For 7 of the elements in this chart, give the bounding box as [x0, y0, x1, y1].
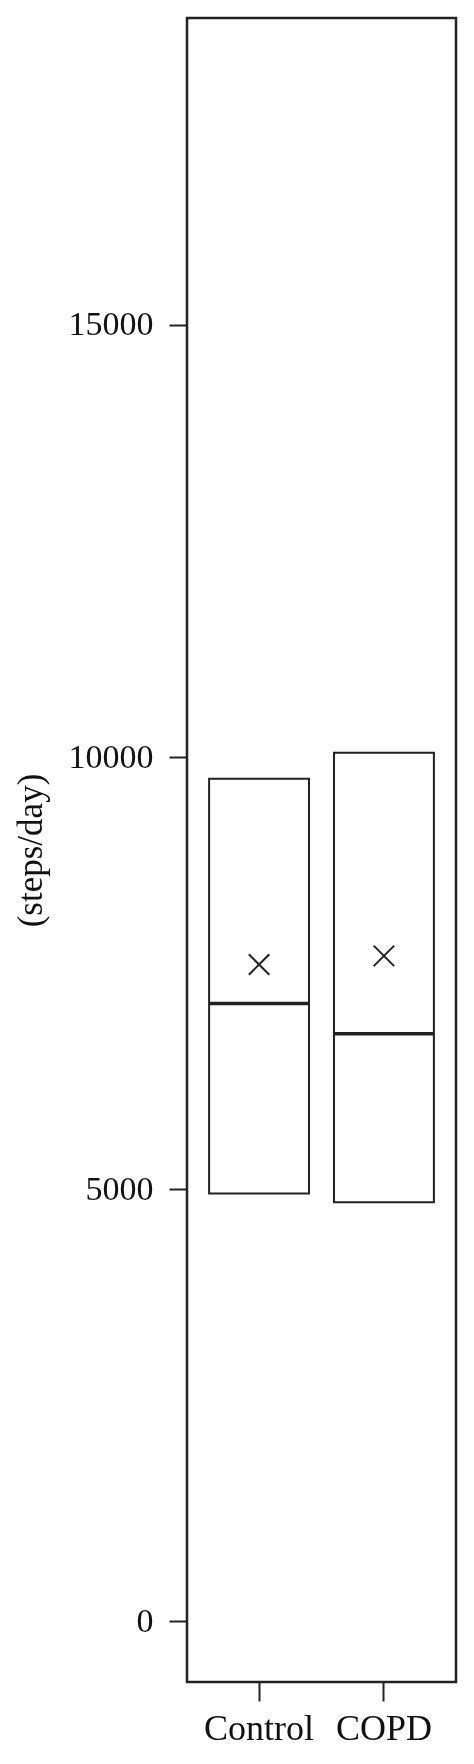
- y-tick-label: 5000: [85, 1169, 154, 1207]
- y-tick-label: 10000: [68, 737, 154, 775]
- x-tick-label: Control: [204, 1707, 315, 1748]
- x-tick-label: COPD: [335, 1707, 432, 1748]
- y-tick-label: 15000: [68, 305, 154, 343]
- y-tick-label: 0: [136, 1601, 154, 1639]
- y-axis-title: (steps/day): [10, 773, 50, 928]
